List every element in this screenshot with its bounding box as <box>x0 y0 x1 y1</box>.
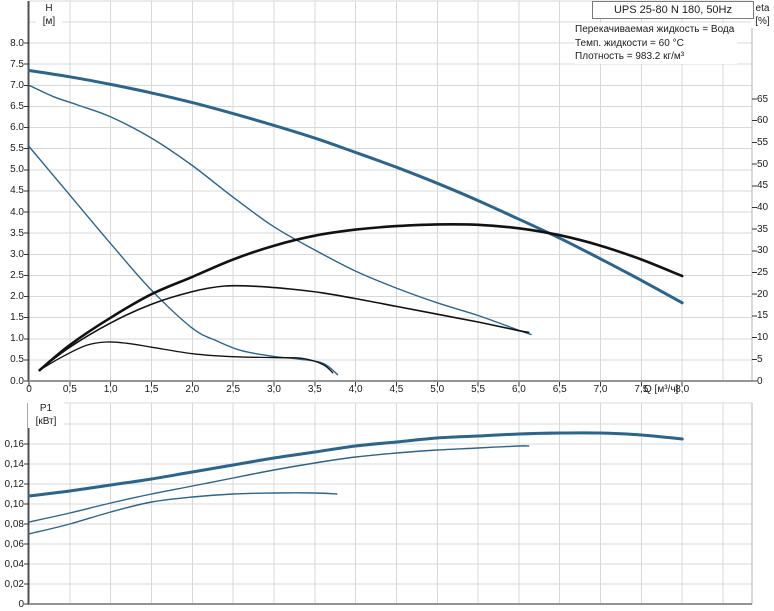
head-tick-label: 4.5 <box>10 185 24 197</box>
head-tick-label: 2.0 <box>10 291 24 302</box>
annotation-fluid: Перекачиваемая жидкость = Вода <box>575 24 735 35</box>
head-tick-label: 2.5 <box>10 269 24 281</box>
fluid-annotations: Перекачиваемая жидкость = Вода Темп. жид… <box>575 23 738 64</box>
x-tick-label: 6,0 <box>511 383 526 395</box>
x-tick-label: 5,5 <box>471 383 486 395</box>
x-tick-label: 8,0 <box>675 383 690 395</box>
power-tick-label: 0,02 <box>4 578 24 590</box>
x-tick-label: 1,5 <box>144 383 159 395</box>
x-tick-label: 4,5 <box>389 383 404 395</box>
x-tick-label: 7,5 <box>634 383 649 395</box>
efficiency-axis-unit: [%] <box>755 16 770 27</box>
power-tick-label: 0 <box>18 598 24 610</box>
x-tick-label: 5,0 <box>430 383 445 395</box>
head-tick-label: 3.5 <box>10 227 24 239</box>
power-curve-speed-3 <box>27 431 684 498</box>
efficiency-curve-speed-1 <box>38 341 334 374</box>
eta-tick-label: 40 <box>757 201 769 213</box>
annotation-temperature: Темп. жидкости = 60 °C <box>575 37 684 49</box>
head-tick-label: 1.5 <box>10 312 24 324</box>
head-axis-unit: [м] <box>42 16 56 27</box>
head-tick-label: 0.0 <box>10 375 24 387</box>
head-tick-label: 3.0 <box>10 248 24 260</box>
head-tick-label: 6.5 <box>10 100 24 112</box>
eta-tick-label: 65 <box>757 93 769 105</box>
eta-tick-label: 20 <box>757 288 769 300</box>
efficiency-axis-title: eta [%] <box>751 2 774 28</box>
x-tick-label: 2,0 <box>185 383 200 395</box>
efficiency-curve-speed-2 <box>38 284 530 371</box>
x-tick-label: 0,5 <box>62 383 77 395</box>
power-tick-label: 0,04 <box>4 558 24 570</box>
power-axis-name: P1 <box>39 403 53 414</box>
head-tick-label: 6.0 <box>10 122 24 133</box>
head-tick-label: 5.0 <box>10 164 24 176</box>
eta-tick-label: 5 <box>757 353 763 365</box>
x-tick-label: 1,0 <box>103 383 118 395</box>
head-tick-label: 1.0 <box>10 333 24 345</box>
head-tick-label: 4.0 <box>10 206 24 218</box>
head-curve-speed-3 <box>27 69 684 305</box>
annotation-density: Плотность = 983.2 кг/м³ <box>575 51 685 62</box>
eta-tick-label: 30 <box>757 245 769 257</box>
power-axis-unit: [кВт] <box>35 416 57 427</box>
eta-tick-label: 10 <box>757 332 769 344</box>
head-tick-label: 7.5 <box>10 58 24 70</box>
power-curve-speed-2 <box>28 445 530 523</box>
x-tick-label: 2,5 <box>226 383 241 395</box>
power-tick-label: 0,12 <box>4 478 24 490</box>
head-tick-label: 5.5 <box>10 143 24 155</box>
x-tick-label: 6,5 <box>552 383 567 395</box>
eta-tick-label: 45 <box>757 180 769 192</box>
power-curve-speed-1 <box>28 492 338 535</box>
eta-tick-label: 55 <box>757 136 769 148</box>
head-curve-speed-2 <box>28 84 532 336</box>
flow-axis-title: Q [м³/ч] <box>644 384 679 395</box>
head-tick-label: 0.5 <box>10 354 24 366</box>
eta-tick-label: 60 <box>757 115 769 127</box>
power-tick-label: 0,08 <box>4 518 24 530</box>
power-tick-label: 0,10 <box>4 498 24 510</box>
power-tick-label: 0,14 <box>4 458 24 470</box>
eta-tick-label: 0 <box>757 375 763 387</box>
head-axis-title: H [м] <box>36 2 62 28</box>
efficiency-axis-name: eta <box>755 3 770 14</box>
power-axis-title: P1 [кВт] <box>28 402 64 428</box>
head-tick-label: 7.0 <box>10 79 24 91</box>
power-tick-label: 0,06 <box>4 538 24 550</box>
eta-tick-label: 25 <box>757 267 769 279</box>
efficiency-curve-speed-3 <box>38 222 684 372</box>
x-tick-label: 3,5 <box>307 383 322 395</box>
eta-tick-label: 50 <box>757 158 769 170</box>
eta-tick-label: 35 <box>757 223 769 235</box>
eta-tick-label: 15 <box>757 310 769 322</box>
x-tick-label: 4,0 <box>348 383 363 395</box>
x-tick-label: 7,0 <box>593 383 608 395</box>
power-tick-label: 0,16 <box>4 438 24 450</box>
pump-title-box: UPS 25-80 N 180, 50Hz <box>592 1 754 19</box>
head-axis-name: H <box>45 3 53 14</box>
x-tick-label: 3,0 <box>266 383 281 395</box>
head-tick-label: 8.0 <box>10 37 24 49</box>
head-curve-speed-1 <box>28 145 339 376</box>
x-tick-label: 0 <box>26 383 32 395</box>
